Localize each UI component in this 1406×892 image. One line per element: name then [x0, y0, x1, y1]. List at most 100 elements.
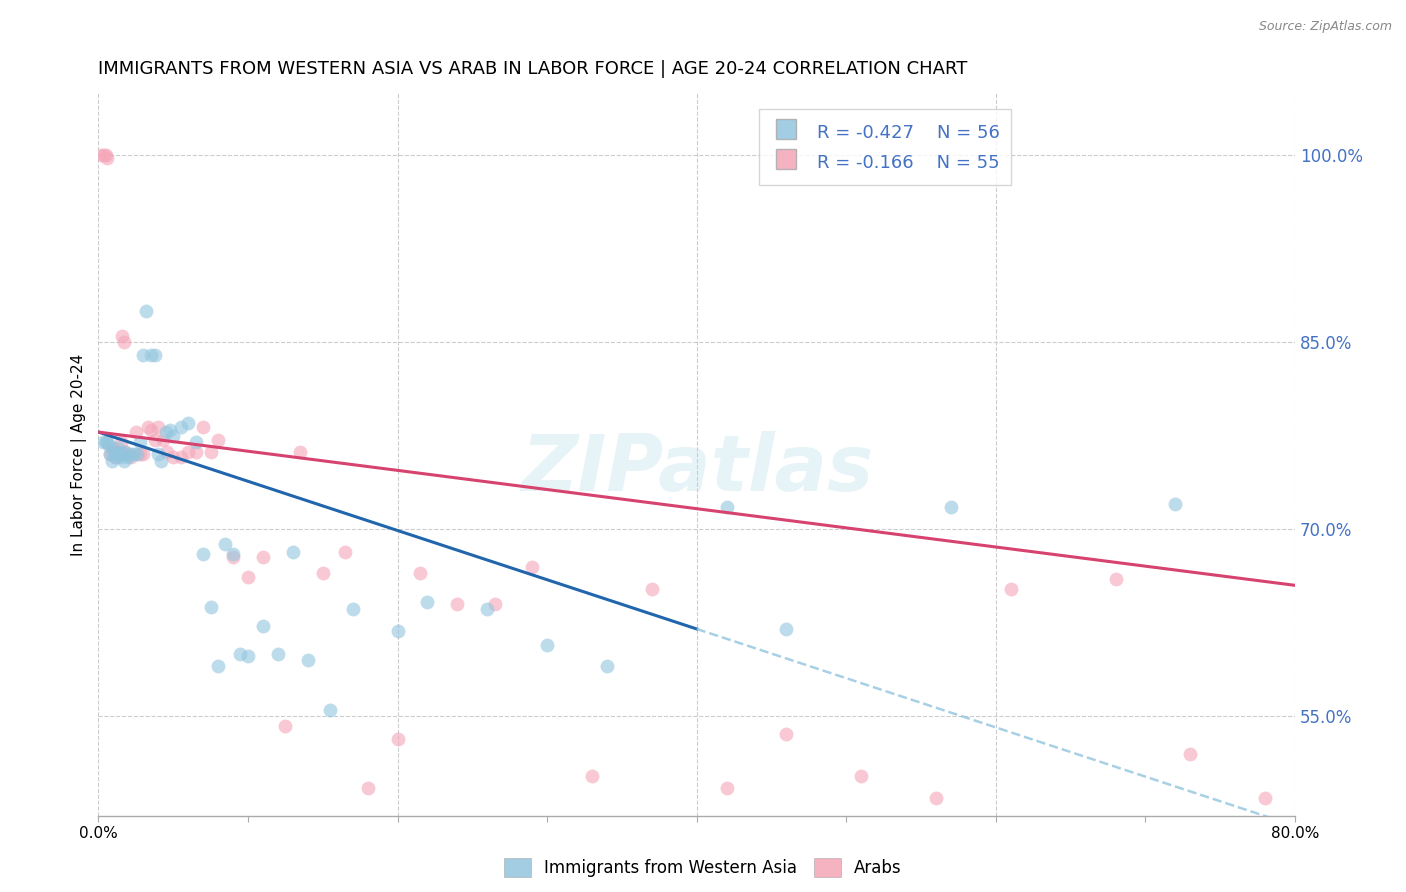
Point — [290, 445, 312, 459]
Point — [143, 348, 166, 362]
Point — [236, 569, 259, 583]
Point — [939, 500, 962, 514]
Point — [135, 304, 157, 318]
Text: IMMIGRANTS FROM WESTERN ASIA VS ARAB IN LABOR FORCE | AGE 20-24 CORRELATION CHAR: IMMIGRANTS FROM WESTERN ASIA VS ARAB IN … — [98, 60, 967, 78]
Point — [117, 450, 139, 464]
Point — [132, 348, 155, 362]
Point — [655, 819, 678, 833]
Point — [297, 653, 319, 667]
Point — [252, 619, 274, 633]
Point — [127, 447, 149, 461]
Point — [596, 659, 619, 673]
Point — [120, 447, 142, 461]
Point — [108, 445, 131, 459]
Point — [851, 769, 873, 783]
Point — [103, 445, 125, 459]
Point — [184, 435, 207, 450]
Point — [143, 433, 166, 447]
Point — [484, 597, 506, 611]
Point — [477, 602, 499, 616]
Point — [162, 450, 184, 464]
Point — [162, 429, 184, 443]
Point — [114, 445, 136, 459]
Point — [159, 423, 181, 437]
Legend: Immigrants from Western Asia, Arabs: Immigrants from Western Asia, Arabs — [498, 851, 908, 884]
Point — [169, 420, 191, 434]
Point — [110, 435, 132, 450]
Point — [200, 599, 222, 614]
Point — [122, 447, 145, 461]
Point — [1329, 582, 1351, 596]
Point — [716, 781, 738, 796]
Point — [112, 335, 135, 350]
Point — [129, 435, 152, 450]
Point — [835, 819, 858, 833]
Point — [520, 559, 543, 574]
Point — [229, 647, 252, 661]
Point — [111, 447, 134, 461]
Point — [94, 435, 117, 450]
Point — [775, 726, 797, 740]
Point — [103, 442, 125, 456]
Point — [117, 447, 139, 461]
Point — [104, 445, 127, 459]
Point — [191, 547, 214, 561]
Point — [1164, 497, 1187, 511]
Point — [416, 594, 439, 608]
Point — [177, 417, 200, 431]
Point — [267, 647, 290, 661]
Point — [641, 582, 664, 596]
Point — [191, 420, 214, 434]
Point — [409, 566, 432, 580]
Point — [207, 659, 229, 673]
Point — [90, 148, 112, 162]
Point — [112, 453, 135, 467]
Point — [281, 544, 304, 558]
Point — [94, 148, 117, 162]
Point — [214, 537, 236, 551]
Point — [96, 435, 118, 450]
Point — [104, 450, 127, 464]
Point — [152, 433, 174, 447]
Point — [139, 423, 162, 437]
Point — [98, 447, 121, 461]
Point — [96, 151, 118, 165]
Point — [105, 450, 128, 464]
Point — [446, 597, 468, 611]
Point — [91, 435, 114, 450]
Point — [97, 437, 120, 451]
Point — [536, 638, 558, 652]
Point — [114, 445, 136, 459]
Legend: R = -0.427    N = 56, R = -0.166    N = 55: R = -0.427 N = 56, R = -0.166 N = 55 — [759, 110, 1011, 185]
Y-axis label: In Labor Force | Age 20-24: In Labor Force | Age 20-24 — [72, 353, 87, 556]
Point — [120, 450, 142, 464]
Text: ZIPatlas: ZIPatlas — [520, 431, 873, 507]
Point — [1104, 572, 1126, 586]
Point — [184, 445, 207, 459]
Point — [139, 348, 162, 362]
Point — [312, 566, 335, 580]
Point — [252, 549, 274, 564]
Point — [107, 442, 129, 456]
Point — [177, 445, 200, 459]
Point — [236, 649, 259, 664]
Point — [333, 544, 356, 558]
Point — [132, 447, 155, 461]
Point — [387, 624, 409, 639]
Point — [1000, 582, 1022, 596]
Point — [111, 329, 134, 343]
Point — [716, 500, 738, 514]
Point — [1254, 791, 1277, 805]
Point — [342, 602, 364, 616]
Point — [222, 547, 245, 561]
Point — [98, 447, 121, 461]
Point — [319, 703, 342, 717]
Point — [274, 719, 297, 733]
Point — [148, 447, 170, 461]
Point — [156, 445, 179, 459]
Point — [93, 148, 115, 162]
Point — [110, 450, 132, 464]
Point — [207, 433, 229, 447]
Point — [925, 791, 948, 805]
Point — [581, 769, 603, 783]
